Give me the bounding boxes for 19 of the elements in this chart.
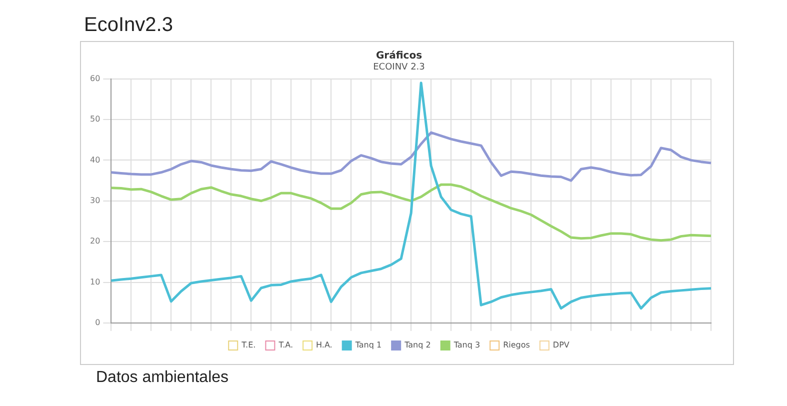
- chart-subtitle: ECOINV 2.3: [373, 62, 425, 73]
- legend-label: T.E.: [240, 340, 256, 350]
- text: Datos ambientales: [96, 369, 230, 387]
- legend-label: H.A.: [316, 340, 332, 350]
- y-tick-label: 30: [90, 196, 100, 205]
- legend-label: Tanq 2: [404, 340, 431, 350]
- text: EcoInv2.3: [84, 14, 174, 37]
- legend-label: Riegos: [503, 340, 530, 350]
- y-tick-label: 10: [90, 277, 100, 286]
- y-tick-label: 40: [90, 155, 100, 164]
- y-tick-label: 0: [95, 318, 100, 328]
- legend-label: Tanq 3: [452, 340, 480, 350]
- y-tick-label: 50: [90, 114, 100, 124]
- legend-label: T.A.: [278, 340, 294, 350]
- legend-label: Tanq 1: [354, 340, 382, 350]
- chart-title: Gráficos: [376, 50, 422, 62]
- legend-label: DPV: [552, 340, 570, 350]
- y-tick-label: 60: [90, 74, 100, 83]
- y-tick-label: 20: [90, 236, 100, 246]
